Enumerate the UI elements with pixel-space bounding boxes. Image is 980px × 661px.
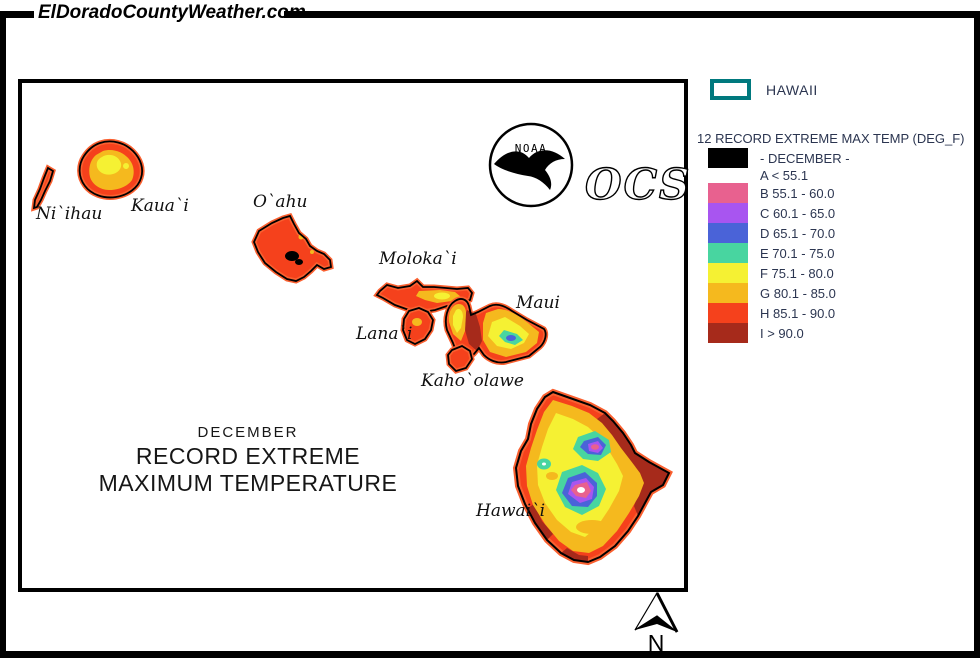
label-lanai: Lana`i [356,324,413,344]
legend-swatch [708,303,748,323]
label-hawaii: Hawai`i [476,501,546,521]
legend-row: - DECEMBER - [708,148,850,168]
legend-swatch [708,323,748,343]
map-frame [18,79,688,592]
legend-row: G 80.1 - 85.0 [708,283,850,303]
noaa-logo: NOAA [488,122,574,208]
island-molokai [377,281,472,312]
legend-row: E 70.1 - 75.0 [708,243,850,263]
legend-row: H 85.1 - 90.0 [708,303,850,323]
label-molokai: Moloka`i [379,249,457,269]
legend-row: D 65.1 - 70.0 [708,223,850,243]
legend-swatch [708,263,748,283]
legend-swatch [708,148,748,168]
legend-row: C 60.1 - 65.0 [708,203,850,223]
legend-swatch [708,223,748,243]
island-niihau [34,168,53,208]
map-title-line3: MAXIMUM TEMPERATURE [98,470,398,496]
legend: - DECEMBER - A < 55.1 B 55.1 - 60.0 C 60… [708,148,850,343]
label-kahoolawe: Kaho`olawe [421,371,524,391]
label-niihau: Ni`ihau [36,204,103,224]
legend-row: A < 55.1 [760,168,809,183]
legend-row: I > 90.0 [708,323,850,343]
site-title[interactable]: ElDoradoCountyWeather.com [38,2,306,23]
legend-swatch [708,183,748,203]
ocs-logo-text: OCS [585,160,691,209]
legend-swatch [708,243,748,263]
page-border [0,11,980,658]
label-kauai: Kaua`i [131,196,189,216]
map-title: DECEMBER RECORD EXTREME MAXIMUM TEMPERAT… [95,424,401,497]
legend-region: HAWAII [710,79,818,100]
label-maui: Maui [516,293,560,313]
map-title-line2: RECORD EXTREME [135,443,361,469]
north-label: N [648,630,665,656]
island-hawaii [516,392,669,562]
north-arrow-icon: N [634,591,679,656]
island-kauai [80,141,143,197]
legend-title: 12 RECORD EXTREME MAX TEMP (DEG_F) [697,131,965,146]
legend-row: B 55.1 - 60.0 [708,183,850,203]
island-maui [446,299,546,363]
island-lanai [403,308,433,344]
noaa-bird-icon [494,150,565,190]
island-oahu [254,216,331,281]
legend-row: F 75.1 - 80.0 [708,263,850,283]
label-oahu: O`ahu [253,192,308,212]
map-title-month: DECEMBER [197,424,299,441]
hawaii-extent-label: HAWAII [766,81,818,98]
hawaii-extent-box [710,79,751,100]
island-kahoolawe [448,346,472,371]
legend-swatch [708,203,748,223]
legend-swatch [708,283,748,303]
